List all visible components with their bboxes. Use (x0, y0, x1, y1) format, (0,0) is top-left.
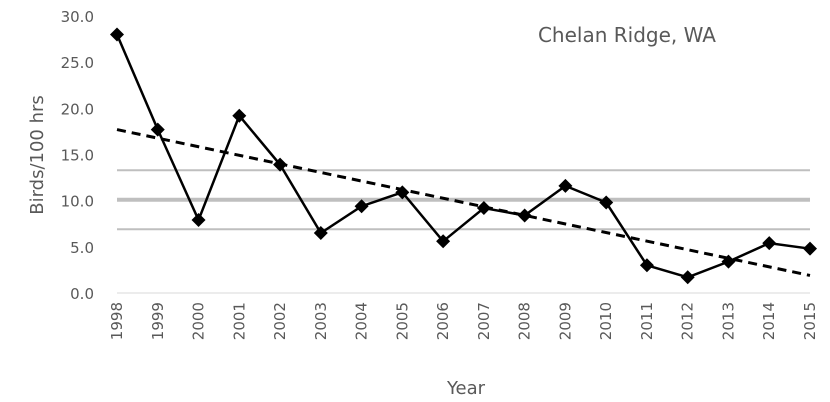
data-point-marker (721, 254, 736, 269)
data-point-marker (476, 201, 491, 216)
x-tick-label: 2003 (312, 302, 330, 340)
y-tick-label: 10.0 (61, 193, 94, 211)
reference-lines (117, 169, 810, 231)
x-tick-label: 2010 (597, 302, 615, 340)
x-tick-labels: 1998 1999 2000 2001 2002 2003 2004 2005 2006 2007… (108, 302, 819, 340)
x-tick-label: 2011 (638, 302, 656, 340)
trend-line (116, 128, 811, 277)
data-point-marker (110, 27, 124, 42)
y-tick-label: 5.0 (70, 239, 94, 257)
x-tick-label: 2008 (516, 302, 534, 340)
y-tick-labels: 0.0 5.0 10.0 15.0 20.0 25.0 30.0 (61, 8, 94, 303)
series-line (115, 33, 811, 279)
x-tick-label: 2004 (353, 302, 371, 340)
x-tick-label: 1999 (149, 302, 167, 340)
x-tick-label: 1998 (108, 302, 126, 340)
data-point-marker (762, 236, 777, 251)
x-tick-label: 2000 (190, 302, 208, 340)
x-tick-label: 2012 (679, 302, 697, 340)
x-tick-label: 2007 (475, 302, 493, 340)
x-tick-label: 2015 (801, 302, 819, 340)
data-point-marker (273, 157, 288, 172)
data-point-marker (436, 234, 451, 249)
data-point-marker (558, 178, 573, 193)
data-point-marker (599, 195, 614, 210)
data-point-marker (354, 199, 369, 214)
x-tick-label: 2006 (434, 302, 452, 340)
data-point-marker (517, 208, 532, 223)
x-tick-label: 2009 (556, 302, 574, 340)
y-tick-label: 30.0 (61, 8, 94, 26)
y-tick-label: 15.0 (61, 147, 94, 165)
data-point-marker (803, 241, 817, 256)
data-point-marker (680, 270, 695, 285)
data-point-marker (639, 258, 654, 273)
x-tick-label: 2005 (393, 302, 411, 340)
data-point-marker (313, 225, 328, 240)
series-line-path (115, 33, 811, 279)
x-axis-title: Year (446, 378, 486, 399)
x-tick-label: 2002 (271, 302, 289, 340)
trend-line-path (116, 128, 811, 277)
data-point-marker (191, 213, 206, 228)
data-point-marker (150, 122, 165, 137)
y-tick-label: 25.0 (61, 54, 94, 72)
chart-annotation: Chelan Ridge, WA (538, 23, 716, 47)
y-tick-label: 20.0 (61, 100, 94, 118)
data-point-marker (395, 185, 410, 200)
data-point-marker (232, 108, 247, 123)
y-tick-label: 0.0 (70, 285, 94, 303)
x-tick-label: 2013 (719, 302, 737, 340)
x-tick-label: 2014 (760, 302, 778, 340)
data-points (110, 27, 817, 285)
x-tick-label: 2001 (230, 302, 248, 340)
y-axis-title: Birds/100 hrs (27, 95, 48, 215)
